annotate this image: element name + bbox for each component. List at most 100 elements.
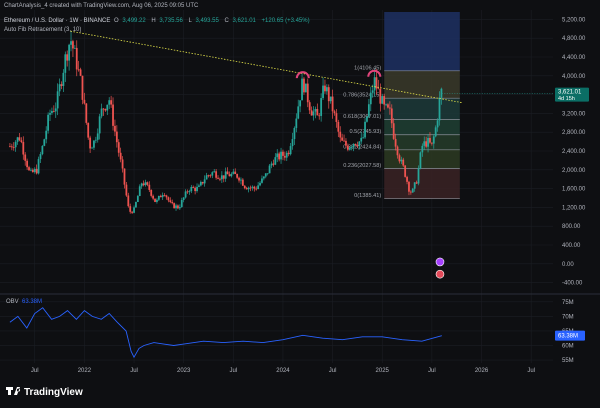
fib-level-label: 0.786(3524.15) — [343, 93, 381, 99]
candle — [371, 90, 374, 93]
bar-countdown: 4d 15h — [558, 96, 575, 102]
candle — [152, 195, 155, 199]
candle — [115, 131, 118, 143]
price-axis-label: 400.00 — [562, 243, 581, 249]
obv-axis-label: 75M — [562, 300, 574, 306]
candle — [415, 182, 418, 184]
tradingview-brand: TradingView — [24, 387, 83, 398]
candle — [335, 113, 338, 122]
fib-level-label: 0(1385.41) — [354, 193, 381, 199]
candle — [392, 123, 395, 139]
candle — [24, 154, 27, 161]
candle — [398, 155, 401, 162]
time-axis-label: 2022 — [78, 368, 92, 374]
candle — [39, 154, 42, 160]
price-axis-label: 1,600.00 — [562, 187, 586, 193]
candle — [379, 89, 382, 104]
obv-title: OBV — [6, 299, 19, 305]
candle — [247, 187, 250, 190]
symbol-legend[interactable]: Ethereum / U.S. Dollar · 1W · BINANCE O … — [4, 18, 312, 24]
fib-level-label: 0.382(2424.84) — [343, 144, 381, 150]
indicator-legend[interactable]: Auto Fib Retracement (3, 10) — [4, 27, 82, 33]
candle — [62, 72, 65, 86]
candle — [413, 182, 416, 189]
candle — [51, 110, 53, 113]
candle — [184, 191, 187, 198]
time-axis-label: Jul — [229, 368, 237, 374]
candle — [217, 177, 219, 179]
candle — [45, 130, 48, 140]
candle — [329, 96, 332, 102]
candle — [238, 177, 240, 181]
price-axis-label: 4,400.00 — [562, 55, 586, 61]
candle — [308, 102, 311, 111]
candle — [68, 44, 71, 61]
candle — [425, 141, 428, 147]
fib-upper-band — [384, 12, 460, 71]
candle — [249, 187, 252, 189]
candle — [226, 171, 229, 175]
candle — [350, 147, 353, 148]
candle — [255, 188, 258, 190]
candle — [331, 96, 334, 112]
candle — [136, 196, 139, 203]
candle — [383, 96, 386, 105]
candle — [421, 145, 424, 153]
candle — [182, 197, 185, 200]
symbol-title: Ethereum / U.S. Dollar · 1W · BINANCE — [4, 18, 111, 24]
candle — [150, 189, 153, 196]
candle — [367, 104, 370, 117]
candle — [58, 84, 61, 92]
candle — [119, 152, 122, 160]
fib-zone — [384, 98, 460, 120]
candle — [222, 175, 225, 179]
candle — [121, 159, 124, 169]
candle — [96, 133, 99, 140]
candle — [276, 153, 279, 158]
candle — [125, 184, 128, 196]
candle — [333, 111, 336, 114]
candle — [209, 175, 212, 177]
candle — [93, 140, 95, 148]
candle — [140, 183, 143, 187]
candle — [56, 91, 59, 109]
candle — [127, 195, 130, 207]
obv-legend-value: 63.38M — [22, 299, 42, 305]
candle — [406, 176, 408, 182]
candle — [253, 186, 256, 189]
candle — [72, 41, 74, 49]
candle — [314, 108, 317, 112]
candle — [33, 168, 36, 173]
candle — [232, 171, 235, 174]
time-axis-label: Jul — [329, 368, 337, 374]
candle — [337, 121, 340, 132]
candle — [289, 146, 292, 155]
candle — [411, 188, 414, 193]
price-change: +120.65 (+3.45%) — [261, 18, 310, 24]
candle — [396, 146, 399, 156]
candle — [324, 85, 326, 92]
candle — [77, 69, 80, 71]
fib-zone — [384, 134, 460, 150]
candle — [343, 140, 345, 142]
candle — [243, 185, 246, 189]
candle — [440, 88, 443, 98]
candle — [157, 195, 160, 200]
candle — [291, 139, 294, 147]
candle — [377, 88, 380, 90]
candle — [142, 183, 145, 186]
candle — [430, 142, 433, 144]
candle — [373, 77, 376, 91]
candle — [436, 120, 439, 128]
candle — [394, 138, 397, 147]
price-axis-label: 4,000.00 — [562, 74, 586, 80]
candle — [112, 104, 114, 126]
time-axis-label: Jul — [31, 368, 39, 374]
candle — [31, 169, 34, 173]
price-axis-label: 2,000.00 — [562, 168, 586, 174]
candle — [148, 184, 151, 190]
candle — [117, 142, 120, 153]
candle — [94, 139, 97, 141]
